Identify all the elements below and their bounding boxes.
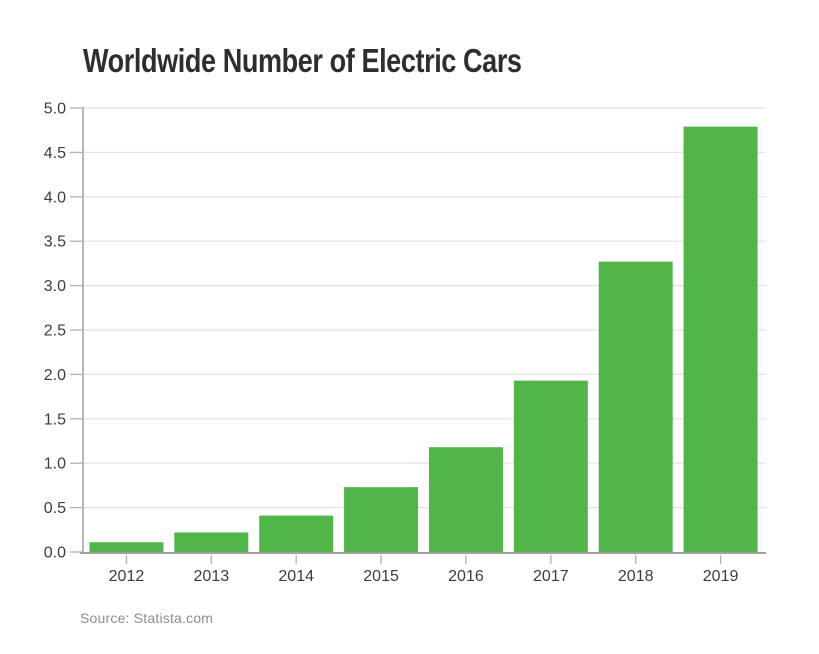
y-axis-label: 5.0 xyxy=(44,101,66,118)
x-axis-label: 2015 xyxy=(363,568,399,585)
x-axis-label: 2014 xyxy=(278,568,314,585)
x-axis-label: 2019 xyxy=(703,568,739,585)
x-axis-label: 2018 xyxy=(618,568,654,585)
y-axis-label: 1.0 xyxy=(44,456,66,473)
y-axis-label: 0.0 xyxy=(44,545,66,562)
bar-2012 xyxy=(89,542,164,552)
bar-2013 xyxy=(174,532,249,552)
bar-2016 xyxy=(428,447,503,552)
chart-title: Worldwide Number of Electric Cars xyxy=(83,42,522,79)
y-axis-label: 2.5 xyxy=(44,323,66,340)
x-axis-label: 2016 xyxy=(448,568,484,585)
bar-2014 xyxy=(259,515,334,552)
x-axis-label: 2012 xyxy=(109,568,145,585)
y-axis-label: 2.0 xyxy=(44,367,66,384)
y-axis-label: 3.5 xyxy=(44,234,66,251)
bar-2018 xyxy=(598,261,673,552)
y-axis-label: 1.5 xyxy=(44,411,66,428)
x-axis-label: 2017 xyxy=(533,568,569,585)
bar-2015 xyxy=(344,487,419,552)
y-axis-label: 4.5 xyxy=(44,145,66,162)
y-axis-label: 3.0 xyxy=(44,278,66,295)
x-axis-label: 2013 xyxy=(194,568,230,585)
bar-2019 xyxy=(683,126,758,552)
y-axis-label: 4.0 xyxy=(44,189,66,206)
y-axis-label: 0.5 xyxy=(44,500,66,517)
bar-2017 xyxy=(513,380,588,552)
source-note: Source: Statista.com xyxy=(80,610,214,626)
